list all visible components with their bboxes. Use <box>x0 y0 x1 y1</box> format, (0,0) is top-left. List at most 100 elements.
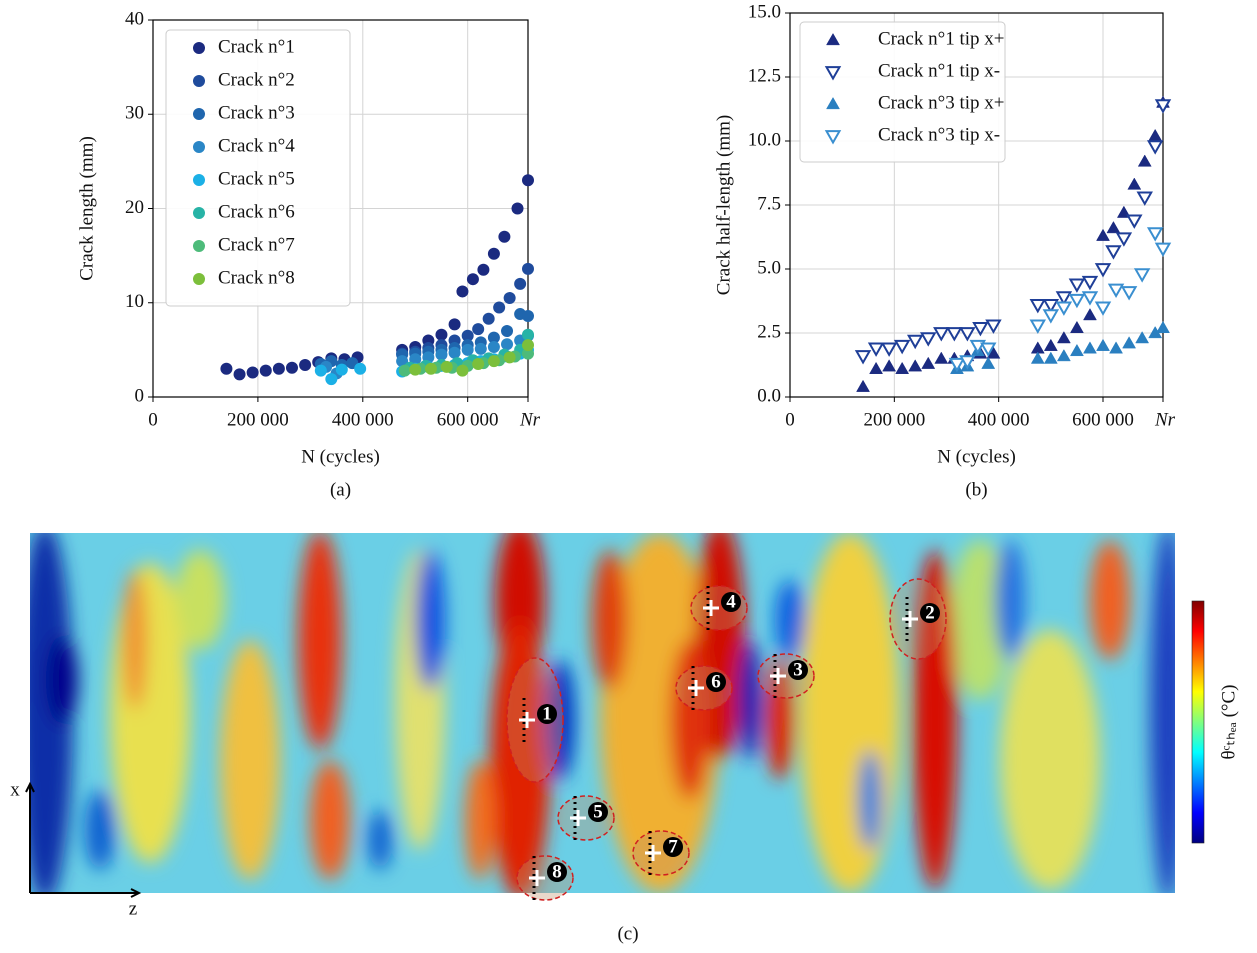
point <box>1069 343 1084 357</box>
point <box>409 363 422 376</box>
crack-tip <box>902 611 918 627</box>
crack-number: 4 <box>726 591 736 612</box>
heat-blob <box>738 640 762 760</box>
crack-tip <box>688 680 704 696</box>
heat-blob <box>1090 540 1130 660</box>
crack-badge <box>721 592 741 612</box>
point <box>1146 140 1164 155</box>
point <box>233 368 246 381</box>
crack-badge <box>588 802 608 822</box>
point <box>882 359 897 372</box>
crack-badge <box>706 672 726 692</box>
heat-blob <box>220 640 280 880</box>
legend-marker <box>193 108 205 120</box>
crack-tip <box>570 810 586 826</box>
crack-badge <box>547 862 567 882</box>
legend-marker <box>826 32 840 46</box>
point <box>1056 331 1071 344</box>
point <box>972 322 989 337</box>
heat-blob <box>415 550 445 690</box>
heat-blob <box>766 660 794 780</box>
point <box>1043 338 1058 351</box>
point <box>1107 283 1125 298</box>
point <box>477 263 490 276</box>
point <box>1122 336 1137 349</box>
point <box>1094 301 1112 316</box>
point <box>522 347 534 360</box>
y-axis-title: Crack length (mm) <box>76 136 97 281</box>
point <box>435 348 448 361</box>
point <box>1056 349 1071 362</box>
crack-tip <box>703 600 719 616</box>
point <box>1081 275 1099 291</box>
point <box>398 364 411 377</box>
legend-marker <box>193 240 205 252</box>
point <box>1154 99 1172 114</box>
x-axis-label: x <box>10 779 20 800</box>
y-tick-label: 10.0 <box>748 129 781 150</box>
point <box>285 361 298 374</box>
y-tick-label: 15.0 <box>748 1 781 22</box>
point <box>220 362 233 375</box>
point <box>1081 291 1099 306</box>
heat-blob <box>368 810 392 870</box>
legend-label: Crack n°6 <box>218 201 295 222</box>
x-tick-label: 0 <box>148 409 158 430</box>
y-tick-label: 30 <box>125 103 144 124</box>
z-arrow <box>30 888 142 898</box>
y-tick-label: 0.0 <box>757 385 781 406</box>
point <box>461 329 474 342</box>
x-axis-title: N (cycles) <box>301 446 380 467</box>
legend-marker <box>193 207 205 219</box>
crack-badge <box>920 603 940 623</box>
point <box>1083 308 1097 321</box>
point <box>1135 331 1150 344</box>
point <box>959 355 976 370</box>
point <box>522 262 534 275</box>
point <box>456 364 469 377</box>
point <box>1042 298 1060 314</box>
point <box>1109 341 1123 354</box>
crack-number: 5 <box>593 801 603 822</box>
point <box>474 342 487 355</box>
point <box>1105 245 1122 260</box>
point <box>448 346 461 359</box>
point <box>1137 154 1152 167</box>
point <box>920 332 937 347</box>
heat-blob <box>913 550 957 890</box>
crack-number: 1 <box>542 703 552 724</box>
y-axis-title: Crack half-length (mm) <box>713 115 734 295</box>
legend-label: Crack n°5 <box>218 168 295 189</box>
legend-marker <box>826 96 840 110</box>
point <box>522 309 534 322</box>
point <box>1106 221 1121 234</box>
point <box>424 362 437 375</box>
legend-label: Crack n°3 <box>218 102 295 123</box>
point <box>511 202 524 215</box>
y-tick-label: 20 <box>125 197 144 218</box>
x-tick-label: Nr <box>519 409 541 430</box>
x-tick-label: 600 000 <box>437 409 499 430</box>
crack-markers: 1 2 3 4 5 6 7 8 <box>506 578 947 901</box>
heat-blob <box>85 790 115 870</box>
point <box>1096 228 1110 241</box>
point <box>854 350 872 365</box>
legend-marker <box>824 130 842 145</box>
point <box>893 339 911 355</box>
point <box>1096 338 1110 351</box>
point <box>981 356 996 369</box>
point <box>354 362 367 375</box>
x-axis-title: N (cycles) <box>937 446 1016 467</box>
crack-number: 6 <box>711 671 721 692</box>
legend-marker <box>193 174 205 186</box>
legend-label: Crack n°1 tip x- <box>878 60 1000 81</box>
point <box>487 331 500 344</box>
plot-frame <box>789 12 1164 398</box>
crack-badge <box>537 704 557 724</box>
crack-number: 7 <box>668 836 678 857</box>
point <box>934 351 949 364</box>
legend-marker <box>193 141 205 153</box>
point <box>335 363 348 376</box>
x-tick-label: 400 000 <box>332 409 394 430</box>
